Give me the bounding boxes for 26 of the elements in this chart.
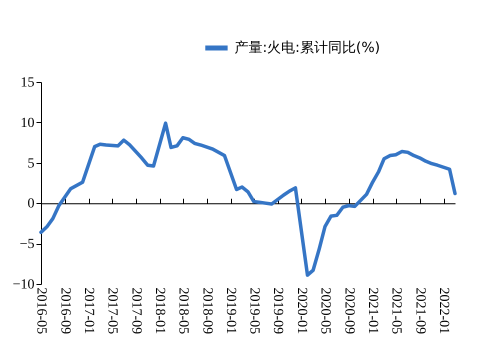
y-tick-label: 0 [28,196,34,212]
x-tick-label: 2021-05 [388,288,404,334]
x-tick-label: 2016-09 [57,288,72,334]
line-series [39,121,457,277]
y-tick-label: −5 [20,237,34,252]
y-tick-label: 5 [28,156,34,172]
x-tick-label: 2022-01 [436,288,452,334]
x-tick-label: 2017-01 [81,288,96,334]
x-tick-label: 2020-01 [294,288,309,334]
y-tick-label: 15 [20,76,34,90]
x-tick-label: 2019-09 [270,288,286,334]
x-tick-label: 2016-05 [34,288,48,334]
x-tick-label: 2017-05 [104,288,120,334]
x-tick-label: 2021-01 [365,288,380,334]
x-tick-label: 2020-09 [341,288,356,334]
x-tick-label: 2017-09 [128,288,144,334]
y-tick-label: 10 [20,116,34,131]
y-tick-label: −10 [12,278,34,292]
x-tick-label: 2018-05 [175,288,190,334]
x-tick-label: 2019-05 [246,288,262,334]
x-tick-label: 2020-05 [317,288,332,334]
legend-label: 产量:火电:累计同比(%) [234,40,380,56]
x-tick-label: 2021-09 [412,288,428,334]
x-tick-label: 2018-09 [199,288,214,334]
x-tick-label: 2019-01 [223,288,238,334]
x-tick-label: 2018-01 [152,288,168,334]
